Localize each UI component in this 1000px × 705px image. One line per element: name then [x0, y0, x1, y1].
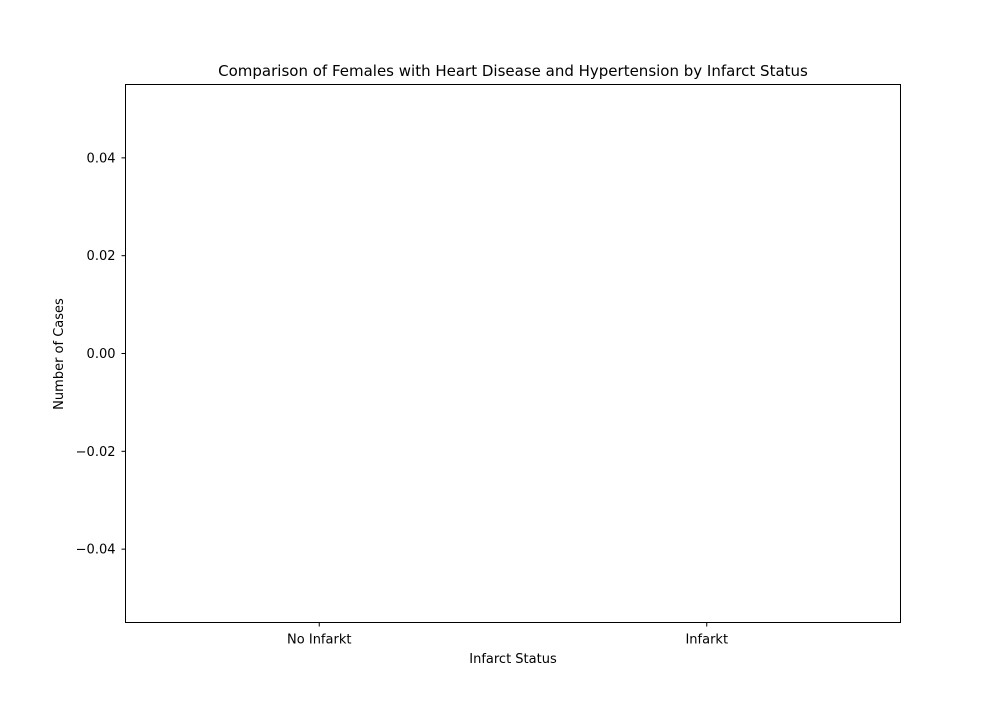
- x-axis: No Infarkt Infarkt: [287, 622, 728, 648]
- y-axis: −0.04 −0.02 0.00 0.02 0.04: [76, 151, 126, 558]
- x-tick-label: Infarkt: [685, 633, 728, 648]
- plot-area: [125, 84, 901, 623]
- y-tick-label: 0.02: [87, 249, 116, 264]
- y-tick-label: −0.04: [76, 543, 116, 558]
- chart-title: Comparison of Females with Heart Disease…: [218, 62, 808, 80]
- x-tick-label: No Infarkt: [287, 633, 351, 648]
- y-tick-label: −0.02: [76, 445, 116, 460]
- y-tick-label: 0.04: [87, 151, 116, 166]
- x-axis-label: Infarct Status: [469, 652, 557, 667]
- y-tick-label: 0.00: [87, 347, 116, 362]
- y-axis-label: Number of Cases: [52, 298, 67, 410]
